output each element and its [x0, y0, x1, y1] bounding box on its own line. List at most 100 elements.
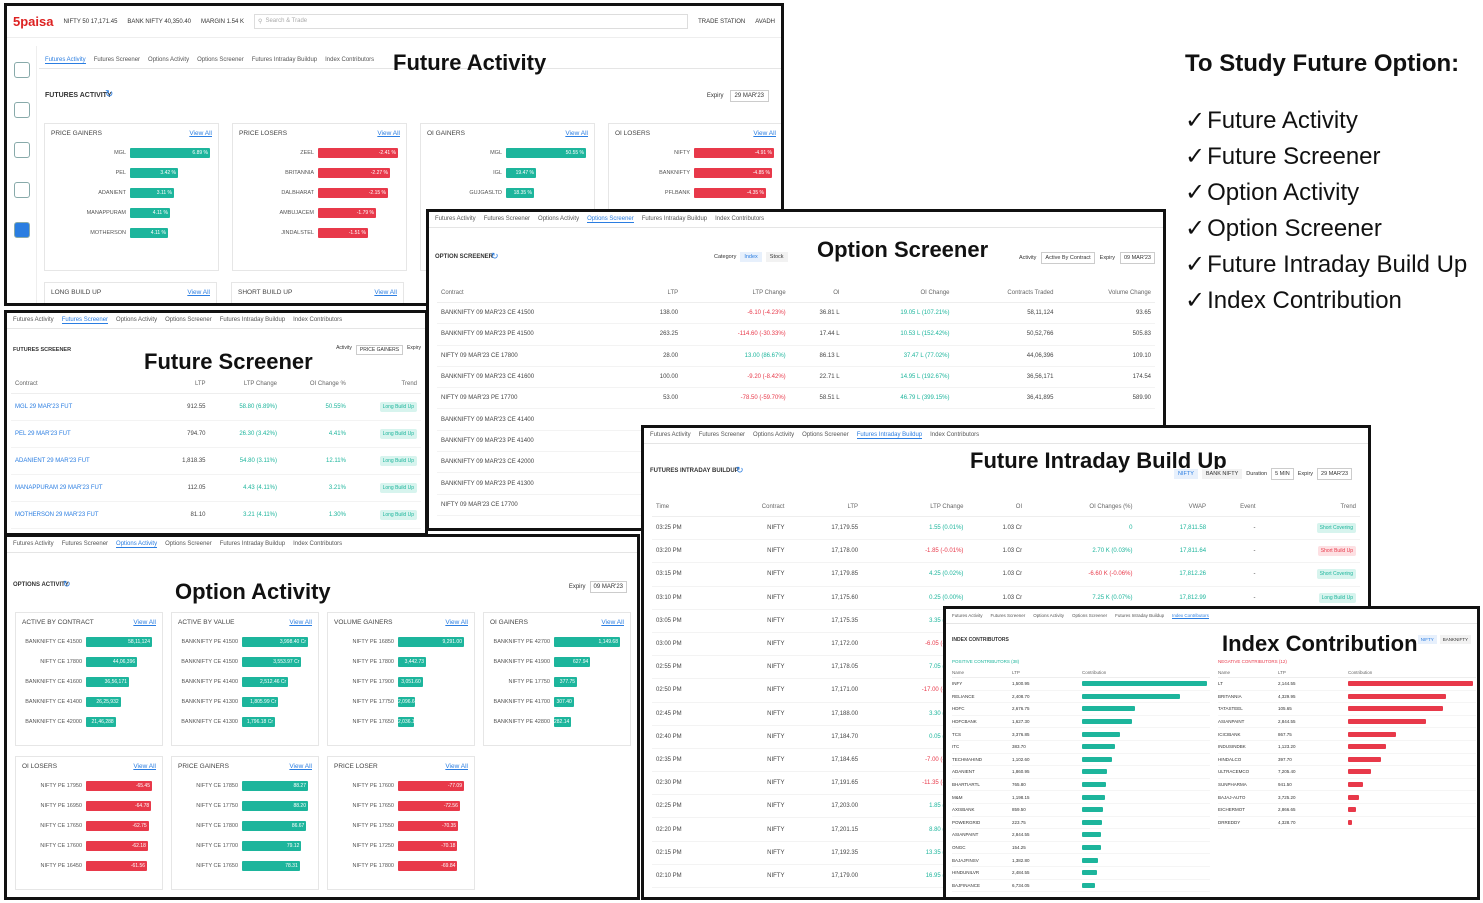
- view-all-link[interactable]: View All: [601, 619, 624, 626]
- col-header[interactable]: OI Change %: [281, 375, 350, 394]
- tab-3[interactable]: Options Activity: [753, 432, 795, 438]
- view-all-link[interactable]: View All: [374, 289, 397, 296]
- activity-select[interactable]: Active By Contract: [1041, 252, 1095, 264]
- bar-row[interactable]: NIFTY PE 16850 9,291.00: [328, 632, 474, 652]
- tab-4[interactable]: Options Screener: [802, 432, 849, 438]
- col-header[interactable]: LTP Change: [682, 284, 790, 303]
- table-row[interactable]: MGL 29 MAR'23 FUT 912.55 58.80 (6.89%) 50.5…: [11, 393, 421, 421]
- tab-6[interactable]: Index Contributors: [715, 216, 765, 222]
- view-all-link[interactable]: View All: [377, 130, 400, 137]
- bar-row[interactable]: BANKNIFTY PE 42700 1,149.68: [484, 632, 630, 652]
- user-menu[interactable]: AVADH: [755, 18, 775, 25]
- sidebar-icon-4[interactable]: [13, 182, 30, 198]
- tab-3[interactable]: Options Activity: [148, 57, 190, 63]
- duration-select[interactable]: 5 MIN: [1271, 468, 1294, 480]
- banknifty-toggle[interactable]: BANKNIFTY: [1439, 635, 1471, 644]
- bar-row[interactable]: MANAPPURAM 4.11 %: [45, 203, 218, 223]
- tab-5[interactable]: Futures Intraday Buildup: [251, 57, 318, 63]
- bar-row[interactable]: BANKNIFTY PE 42800 282.14: [484, 712, 630, 732]
- col-header[interactable]: LTP: [788, 498, 863, 517]
- bar-row[interactable]: NIFTY PE 17650 2,036.17: [328, 712, 474, 732]
- col-header[interactable]: Time: [652, 498, 724, 517]
- tab-2[interactable]: Futures Screener: [93, 57, 141, 63]
- col-header[interactable]: Event: [1210, 498, 1260, 517]
- bar-row[interactable]: BANKNIFTY PE 41500 3,998.40 Cr: [172, 632, 318, 652]
- tab-4[interactable]: Options Screener: [587, 216, 634, 223]
- col-header[interactable]: Trend: [1259, 498, 1360, 517]
- col-header[interactable]: Trend: [349, 375, 421, 394]
- tab-1[interactable]: Futures Activity: [45, 57, 86, 64]
- table-row[interactable]: BANKNIFTY 09 MAR'23 PE 41500 263.25 -114.6…: [437, 323, 1155, 346]
- bar-row[interactable]: NIFTY -4.91 %: [609, 143, 781, 163]
- col-header[interactable]: Contracts Traded: [953, 284, 1058, 303]
- table-row[interactable]: MOTHERSON 29 MAR'23 FUT 81.10 3.21 (4.11%)…: [11, 501, 421, 529]
- tab-4[interactable]: Options Screener: [165, 541, 212, 547]
- table-row[interactable]: 03:10 PM NIFTY 17,175.60 0.25 (0.00%) 1.03 C…: [652, 586, 1360, 610]
- tab-6[interactable]: Index Contributors: [325, 57, 375, 63]
- contributor-row[interactable]: ULTRACEMCO 7,205.40: [1218, 766, 1476, 779]
- bar-row[interactable]: NIFTY CE 17800 86.67: [172, 816, 318, 836]
- bar-row[interactable]: BANKNIFTY CE 41300 1,796.18 Cr: [172, 712, 318, 732]
- search-box[interactable]: ⚲ Search & Trade: [254, 14, 689, 29]
- bar-row[interactable]: NIFTY PE 16450 -61.56: [16, 856, 162, 876]
- contributor-row[interactable]: M&M 1,198.15: [952, 791, 1210, 804]
- contributor-row[interactable]: BHARTIARTL 765.80: [952, 779, 1210, 792]
- contributor-row[interactable]: BRITANNIA 4,329.95: [1218, 691, 1476, 704]
- category-stock-button[interactable]: Stock: [765, 252, 788, 262]
- table-row[interactable]: PEL 29 MAR'23 FUT 794.70 26.30 (3.42%) 4.41…: [11, 420, 421, 448]
- contributor-row[interactable]: POWERGRID 223.75: [952, 817, 1210, 830]
- bar-row[interactable]: ADANIENT 3.11 %: [45, 183, 218, 203]
- view-all-link[interactable]: View All: [445, 763, 468, 770]
- table-row[interactable]: NIFTY 09 MAR'23 CE 17800 28.00 13.00 (86.6…: [437, 345, 1155, 367]
- sidebar-icon-2[interactable]: [13, 102, 30, 118]
- category-index-button[interactable]: Index: [740, 252, 762, 262]
- contributor-row[interactable]: ITC 383.70: [952, 741, 1210, 754]
- tab-6[interactable]: Index Contributors: [930, 432, 980, 438]
- tab-1[interactable]: Futures Activity: [13, 541, 54, 547]
- contributor-row[interactable]: SUNPHARMA 941.50: [1218, 779, 1476, 792]
- col-header[interactable]: LTP: [160, 375, 210, 394]
- bar-row[interactable]: NIFTY CE 17800 44,06,396: [16, 652, 162, 672]
- refresh-icon[interactable]: ↻: [491, 251, 499, 261]
- table-row[interactable]: BANKNIFTY 09 MAR'23 CE 41500 138.00 -6.10 …: [437, 302, 1155, 325]
- table-row[interactable]: BANKNIFTY 09 MAR'23 CE 41600 100.00 -9.20 …: [437, 366, 1155, 389]
- bar-row[interactable]: PFLBANK -4.35 %: [609, 183, 781, 203]
- bar-row[interactable]: MGL 6.89 %: [45, 143, 218, 163]
- bar-row[interactable]: NIFTY PE 17550 -70.35: [328, 816, 474, 836]
- bar-row[interactable]: GUJGASLTD 18.35 %: [421, 183, 594, 203]
- bar-row[interactable]: NIFTY CE 17850 88.27: [172, 776, 318, 796]
- col-header[interactable]: OI: [789, 284, 844, 303]
- bar-row[interactable]: NIFTY CE 17650 -62.75: [16, 816, 162, 836]
- margin-display[interactable]: MARGIN 1.54 K: [201, 18, 245, 25]
- bar-row[interactable]: BANKNIFTY PE 41700 307.40: [484, 692, 630, 712]
- bar-row[interactable]: BANKNIFTY CE 41400 26,25,932: [16, 692, 162, 712]
- sidebar-icon-1[interactable]: [13, 62, 30, 78]
- bar-row[interactable]: NIFTY PE 17750 377.75: [484, 672, 630, 692]
- table-row[interactable]: 03:20 PM NIFTY 17,178.00 -1.85 (-0.01%) 1.03…: [652, 539, 1360, 564]
- bar-row[interactable]: BANKNIFTY CE 41600 36,56,171: [16, 672, 162, 692]
- bar-row[interactable]: IGL 19.47 %: [421, 163, 594, 183]
- contributor-row[interactable]: TCS 3,376.85: [952, 728, 1210, 741]
- nifty-toggle[interactable]: NIFTY: [1174, 469, 1198, 479]
- contributor-row[interactable]: INFY 1,500.95: [952, 678, 1210, 691]
- tab-3[interactable]: Options Activity: [116, 317, 158, 323]
- nifty-toggle[interactable]: NIFTY: [1417, 635, 1437, 644]
- bar-row[interactable]: NIFTY PE 17650 -72.56: [328, 796, 474, 816]
- tab-1[interactable]: Futures Activity: [952, 613, 983, 618]
- tab-5[interactable]: Futures Intraday Buildup: [219, 541, 286, 547]
- bar-row[interactable]: ZEEL -2.41 %: [233, 143, 406, 163]
- tab-5[interactable]: Futures Intraday Buildup: [219, 317, 286, 323]
- col-header[interactable]: Contract: [11, 375, 161, 394]
- expiry-select[interactable]: 29 MAR'23: [1317, 468, 1353, 480]
- bar-row[interactable]: BANKNIFTY PE 41900 627.94: [484, 652, 630, 672]
- table-row[interactable]: ADANIENT 29 MAR'23 FUT 1,818.35 54.80 (3.1…: [11, 447, 421, 475]
- tab-3[interactable]: Options Activity: [538, 216, 580, 222]
- bar-row[interactable]: NIFTY PE 17750 2,096.66: [328, 692, 474, 712]
- table-row[interactable]: 03:25 PM NIFTY 17,179.55 1.55 (0.01%) 1.03 C…: [652, 516, 1360, 541]
- col-header[interactable]: Contract: [723, 498, 789, 517]
- banknifty-ticker[interactable]: BANK NIFTY 40,350.40: [127, 18, 192, 25]
- bar-row[interactable]: BRITANNIA -2.27 %: [233, 163, 406, 183]
- tab-6[interactable]: Index Contributors: [293, 317, 343, 323]
- tab-2[interactable]: Futures Screener: [61, 541, 109, 547]
- bar-row[interactable]: BANKNIFTY -4.85 %: [609, 163, 781, 183]
